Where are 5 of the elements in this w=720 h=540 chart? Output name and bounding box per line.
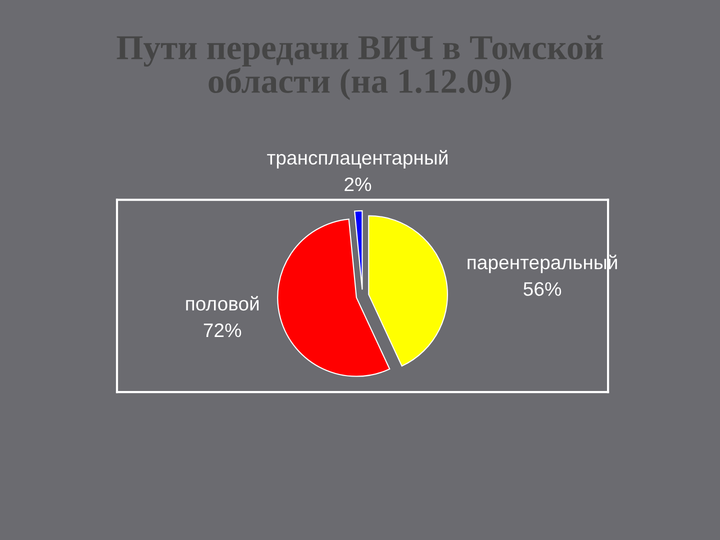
data-label: 2% bbox=[344, 177, 372, 192]
slice-label: трансплацентарный bbox=[267, 150, 448, 168]
data-label: 72% bbox=[204, 323, 242, 338]
slice-label: половой bbox=[186, 296, 259, 311]
data-label: 56% bbox=[524, 282, 562, 296]
